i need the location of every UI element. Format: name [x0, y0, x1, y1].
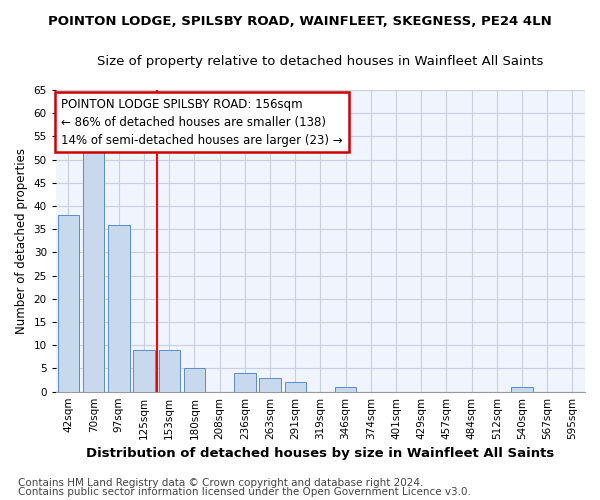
- Bar: [158, 350, 180, 392]
- Text: POINTON LODGE, SPILSBY ROAD, WAINFLEET, SKEGNESS, PE24 4LN: POINTON LODGE, SPILSBY ROAD, WAINFLEET, …: [48, 15, 552, 28]
- Bar: [335, 387, 356, 392]
- Y-axis label: Number of detached properties: Number of detached properties: [15, 148, 28, 334]
- Bar: [58, 216, 79, 392]
- Bar: [234, 373, 256, 392]
- Bar: [511, 387, 533, 392]
- X-axis label: Distribution of detached houses by size in Wainfleet All Saints: Distribution of detached houses by size …: [86, 447, 554, 460]
- Text: Contains public sector information licensed under the Open Government Licence v3: Contains public sector information licen…: [18, 487, 471, 497]
- Bar: [133, 350, 155, 392]
- Text: POINTON LODGE SPILSBY ROAD: 156sqm
← 86% of detached houses are smaller (138)
14: POINTON LODGE SPILSBY ROAD: 156sqm ← 86%…: [61, 98, 343, 146]
- Text: Contains HM Land Registry data © Crown copyright and database right 2024.: Contains HM Land Registry data © Crown c…: [18, 478, 424, 488]
- Bar: [184, 368, 205, 392]
- Bar: [284, 382, 306, 392]
- Title: Size of property relative to detached houses in Wainfleet All Saints: Size of property relative to detached ho…: [97, 55, 544, 68]
- Bar: [259, 378, 281, 392]
- Bar: [108, 224, 130, 392]
- Bar: [83, 141, 104, 392]
